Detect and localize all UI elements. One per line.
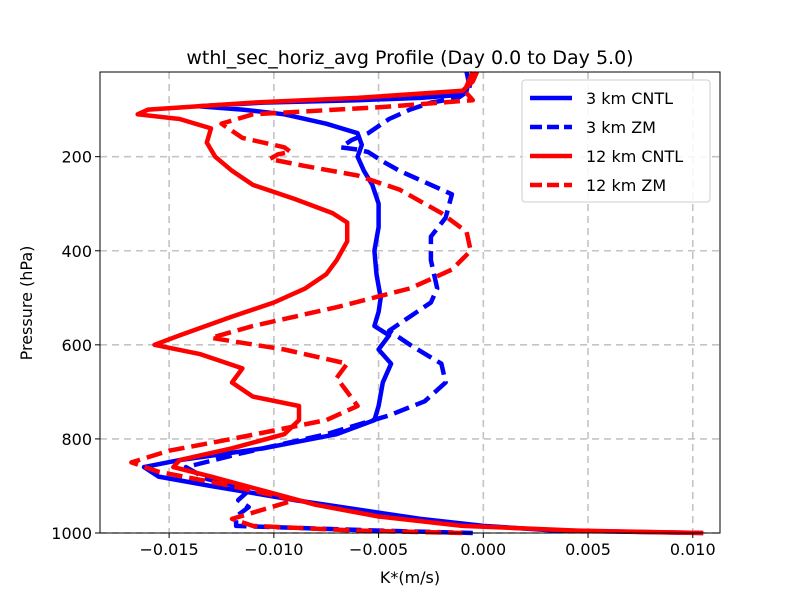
plot-area xyxy=(129,71,704,536)
x-tick-label: −0.005 xyxy=(349,540,408,559)
x-tick-label: −0.010 xyxy=(244,540,303,559)
y-axis-label: Pressure (hPa) xyxy=(17,246,36,361)
series-line-1 xyxy=(183,71,475,536)
y-tick-label: 600 xyxy=(61,336,92,355)
x-tick-label: 0.005 xyxy=(565,540,611,559)
y-tick-label: 1000 xyxy=(51,524,92,543)
legend-label-0: 3 km CNTL xyxy=(586,89,673,108)
legend: 3 km CNTL 3 km ZM 12 km CNTL 12 km ZM xyxy=(521,79,711,203)
x-axis: −0.015 −0.010 −0.005 0.000 0.005 0.010 xyxy=(140,533,716,559)
x-axis-label: K*(m/s) xyxy=(380,568,440,587)
series-line-3 xyxy=(129,71,476,536)
axes-frame xyxy=(99,71,721,534)
legend-box xyxy=(521,79,711,203)
y-axis: 200 400 600 800 1000 xyxy=(51,148,100,543)
x-tick-label: 0.010 xyxy=(670,540,716,559)
series-line-2 xyxy=(135,71,704,536)
y-tick-label: 800 xyxy=(61,430,92,449)
chart-title: wthl_sec_horiz_avg Profile (Day 0.0 to D… xyxy=(186,47,633,69)
legend-label-3: 12 km ZM xyxy=(586,176,666,195)
y-tick-label: 400 xyxy=(61,242,92,261)
y-tick-label: 200 xyxy=(61,148,92,167)
x-tick-label: 0.000 xyxy=(460,540,506,559)
legend-label-2: 12 km CNTL xyxy=(586,147,683,166)
x-tick-label: −0.015 xyxy=(140,540,199,559)
legend-label-1: 3 km ZM xyxy=(586,118,656,137)
